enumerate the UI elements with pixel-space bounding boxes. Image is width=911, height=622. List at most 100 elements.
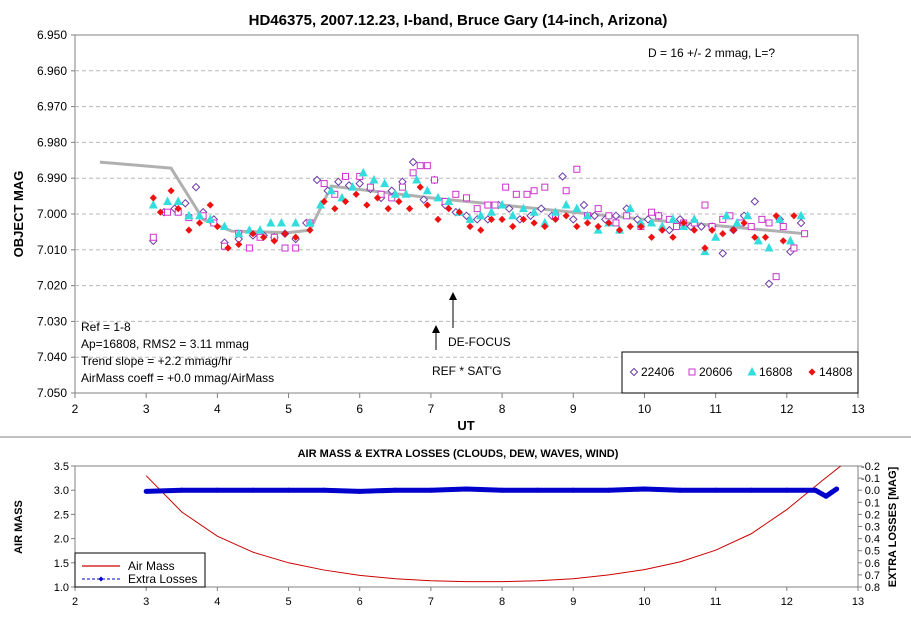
point-14808 (149, 194, 157, 202)
point-14808 (224, 244, 232, 252)
extra-loss-tick-label: 0.6 (865, 558, 880, 570)
point-22406 (665, 225, 674, 235)
point-20606 (801, 230, 809, 238)
extra-loss-tick-label: 0.8 (865, 582, 880, 594)
extra-loss-tick-label: 0.7 (865, 570, 880, 582)
point-22406 (462, 211, 471, 221)
bottom-x-tick-label: 7 (428, 596, 434, 608)
point-16808 (796, 210, 806, 220)
ref-sat-label: REF * SAT'G (432, 364, 501, 378)
point-20606 (341, 172, 349, 180)
point-16808 (412, 174, 422, 184)
point-16808 (689, 214, 699, 223)
extra-losses-point (143, 488, 149, 494)
top-legend-items: 22406 20606 16808 14808 (629, 365, 853, 379)
point-16808 (219, 221, 229, 231)
point-20606 (356, 172, 364, 180)
x-tick-label: 9 (570, 402, 577, 416)
bottom-x-tick-label: 9 (570, 596, 576, 608)
point-14808 (416, 183, 424, 191)
point-14808 (647, 233, 656, 241)
point-14808 (719, 230, 727, 238)
airmass-tick-label: 3.0 (54, 485, 69, 497)
point-14808 (605, 219, 613, 227)
x-tick-label: 3 (143, 402, 150, 416)
point-16808 (732, 217, 742, 227)
y-tick-label: 7.020 (37, 279, 67, 293)
point-22406 (796, 218, 806, 228)
point-22406 (191, 182, 201, 192)
point-20606 (416, 162, 424, 170)
y-axis-label: OBJECT MAG (11, 171, 26, 258)
point-20606 (512, 190, 520, 198)
top-x-ticks: 2 3 4 5 6 7 8 9 10 11 12 13 (72, 393, 865, 416)
point-22406 (590, 211, 599, 221)
point-16808 (401, 189, 411, 198)
point-16808 (476, 210, 486, 220)
point-16808 (572, 203, 582, 213)
point-20606 (491, 201, 499, 209)
point-20606 (409, 169, 417, 177)
point-16808 (291, 217, 301, 227)
legend-label-22406: 22406 (641, 365, 675, 379)
point-14808 (352, 190, 360, 198)
y-tick-label: 6.970 (37, 100, 67, 114)
point-20606 (210, 219, 218, 227)
point-16808 (583, 210, 593, 220)
y-tick-label: 7.050 (37, 386, 67, 400)
point-16808 (205, 214, 215, 223)
point-20606 (463, 194, 470, 202)
point-14808 (423, 201, 431, 209)
point-16808 (444, 196, 454, 205)
point-16808 (647, 217, 657, 227)
point-14808 (363, 201, 371, 209)
extra-losses-point (834, 486, 840, 492)
point-14808 (729, 226, 738, 234)
point-14808 (270, 237, 278, 245)
point-14808 (530, 219, 538, 227)
point-14808 (498, 215, 506, 223)
point-14808 (637, 222, 645, 231)
point-20606 (758, 215, 766, 223)
point-22406 (536, 204, 546, 213)
defocus-label: DE-FOCUS (448, 335, 511, 349)
point-14808 (761, 233, 770, 241)
point-14808 (615, 226, 624, 234)
point-14808 (740, 219, 748, 227)
point-20606 (790, 244, 798, 252)
point-20606 (605, 212, 613, 220)
x-tick-label: 11 (709, 402, 722, 416)
bottom-x-tick-label: 3 (143, 596, 149, 608)
y-tick-label: 7.000 (37, 207, 67, 221)
point-22406 (419, 195, 429, 204)
point-20606 (245, 244, 253, 252)
bottom-x-tick-label: 2 (72, 596, 78, 608)
point-22406 (718, 249, 728, 258)
point-14808 (509, 222, 517, 231)
legend-extra-losses-marker (98, 576, 104, 582)
point-16808 (358, 167, 368, 177)
point-14808 (331, 205, 339, 213)
extra-loss-tick-label: 0.1 (865, 497, 880, 509)
point-22406 (558, 172, 567, 181)
point-16808 (390, 189, 400, 198)
point-14808 (551, 215, 560, 223)
x-axis-label: UT (457, 418, 474, 433)
extra-losses-point (286, 487, 292, 493)
point-20606 (573, 165, 581, 173)
point-20606 (541, 183, 549, 191)
point-20606 (772, 273, 780, 281)
point-20606 (502, 183, 510, 191)
point-20606 (484, 201, 492, 209)
extra-losses-point (606, 487, 612, 493)
point-20606 (164, 208, 172, 216)
point-14808 (690, 226, 698, 234)
point-20606 (747, 223, 755, 231)
point-16808 (508, 210, 518, 220)
point-20606 (388, 194, 396, 202)
point-22406 (334, 177, 343, 187)
data-points (148, 157, 809, 289)
point-14808 (658, 226, 666, 234)
point-20606 (779, 223, 787, 231)
point-16808 (540, 217, 550, 227)
